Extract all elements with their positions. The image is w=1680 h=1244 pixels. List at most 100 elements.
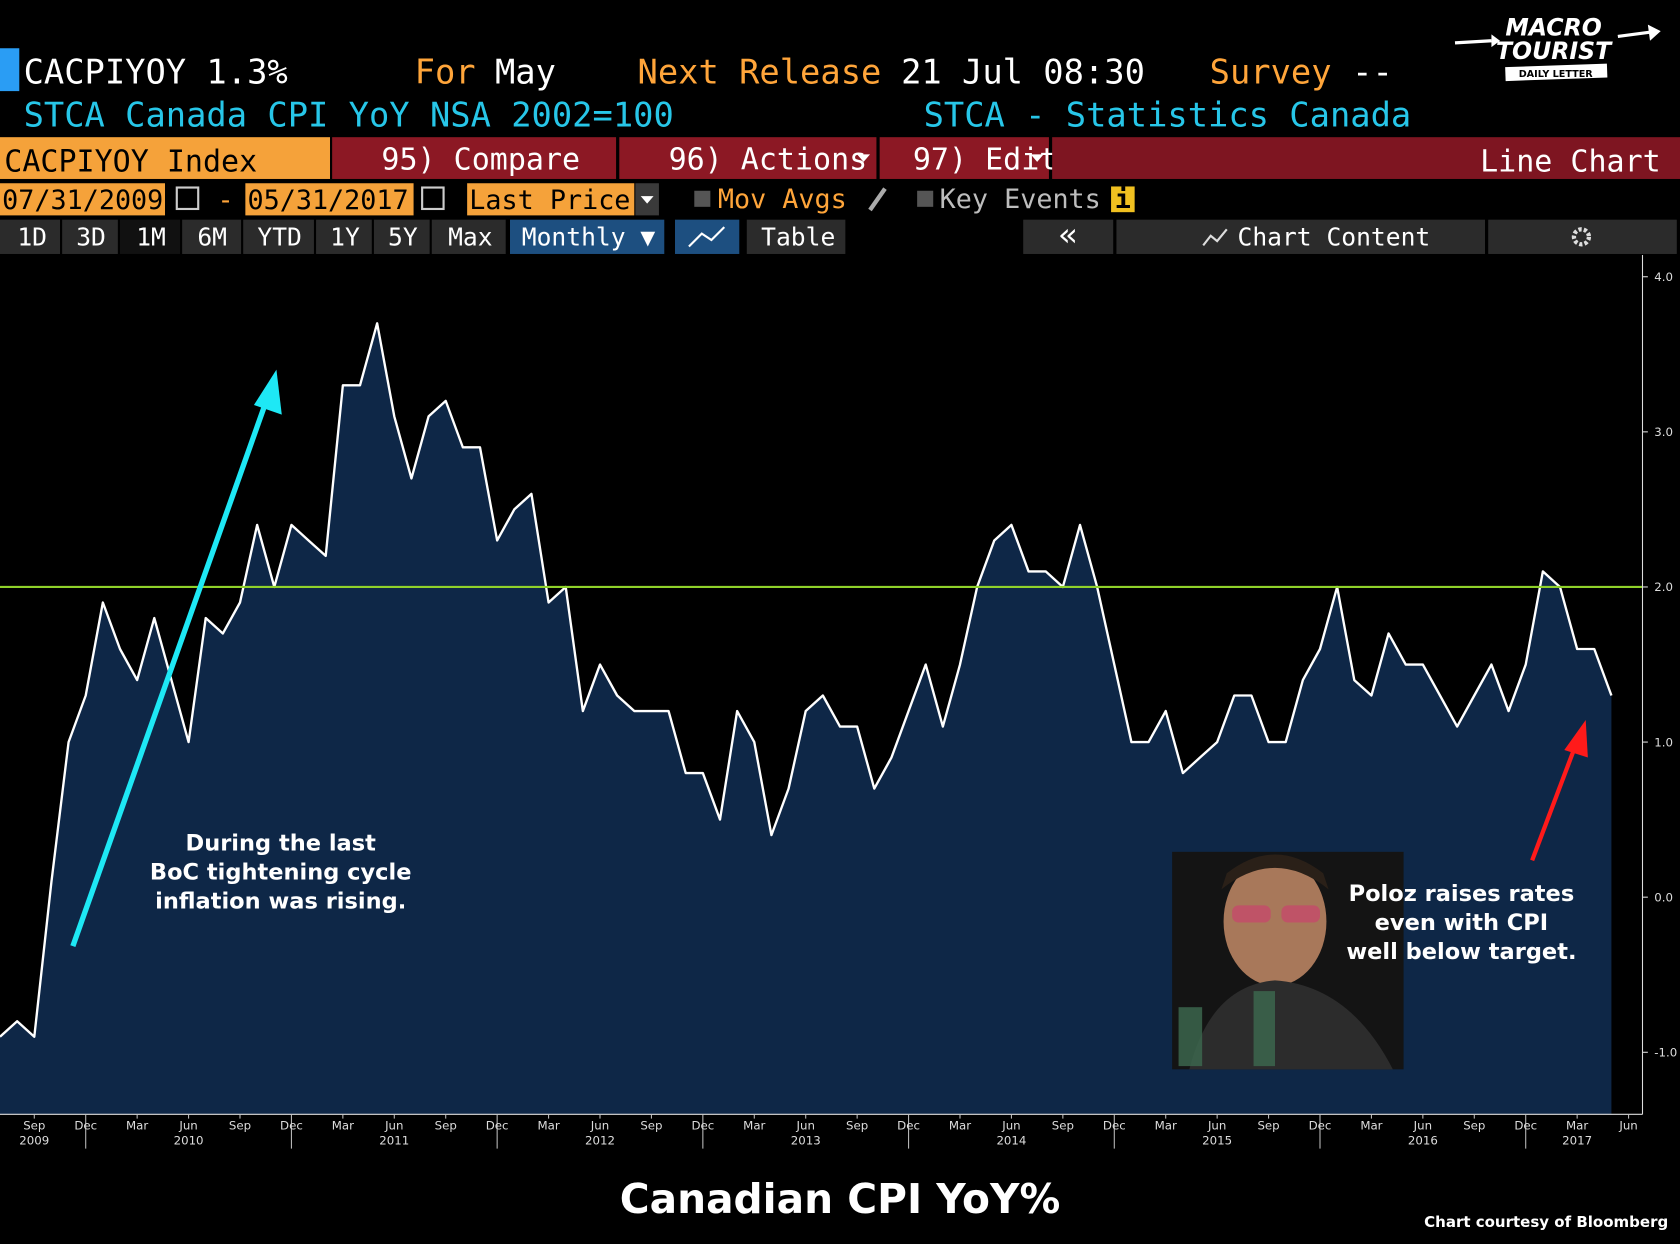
x-tick-label: Sep	[1463, 1118, 1485, 1132]
x-tick-label: Jun	[384, 1118, 403, 1132]
x-year-label: 2013	[791, 1133, 821, 1147]
period-button[interactable]	[182, 219, 242, 254]
info-icon[interactable]: i	[1115, 184, 1131, 215]
credit: Chart courtesy of Bloomberg	[1424, 1213, 1668, 1231]
period-button[interactable]	[0, 219, 60, 254]
start-date[interactable]: 07/31/2009	[2, 185, 163, 216]
logo-tagline: DAILY LETTER	[1519, 69, 1594, 80]
frequency-button[interactable]	[510, 219, 665, 254]
x-year-label: 2017	[1562, 1133, 1592, 1147]
period-label[interactable]: 1M	[136, 222, 166, 251]
edit-button[interactable]	[879, 137, 1049, 179]
photo-bottle	[1178, 1007, 1203, 1067]
photo-glasses	[1281, 905, 1320, 923]
start-date-box[interactable]	[0, 183, 165, 216]
x-year-label: 2016	[1408, 1133, 1438, 1147]
photo-bottle	[1253, 991, 1275, 1067]
annotation-text: Poloz raises rates	[1349, 881, 1575, 907]
edit-label[interactable]: 97) Edit	[913, 142, 1058, 177]
period-button[interactable]	[316, 219, 372, 254]
period-button[interactable]	[120, 219, 180, 254]
compare-button[interactable]	[332, 137, 617, 179]
x-tick-label: Mar	[332, 1118, 354, 1132]
info-box[interactable]	[1111, 186, 1135, 213]
mov-avgs-label[interactable]: Mov Avgs	[718, 184, 847, 215]
period-button[interactable]	[373, 219, 430, 254]
end-date-box[interactable]	[245, 183, 414, 216]
period-label[interactable]: 1D	[17, 222, 47, 251]
settings-button[interactable]	[1488, 219, 1677, 254]
x-tick-label: Jun	[1618, 1118, 1637, 1132]
period-label[interactable]: YTD	[257, 222, 301, 251]
ticker-marker	[0, 48, 20, 92]
table-label[interactable]: Table	[761, 222, 835, 251]
table-button[interactable]	[746, 219, 846, 254]
x-tick-label: Jun	[1001, 1118, 1020, 1132]
period-label[interactable]: 3D	[76, 222, 106, 251]
view-bar	[1052, 137, 1680, 179]
collapse-label[interactable]: «	[1059, 215, 1078, 253]
edit-dropdown-icon	[1030, 154, 1044, 162]
y-tick-label: 3.0	[1654, 425, 1673, 439]
x-year-label: 2009	[19, 1133, 49, 1147]
period-button[interactable]	[62, 219, 118, 254]
period-button[interactable]	[243, 219, 314, 254]
logo-arrow-left	[1454, 39, 1492, 45]
key-events-label[interactable]: Key Events	[940, 184, 1101, 215]
period-label[interactable]: Max	[448, 222, 492, 251]
period-button[interactable]	[431, 219, 506, 254]
x-tick-label: Mar	[1566, 1118, 1588, 1132]
field-label[interactable]: Last Price	[469, 185, 630, 216]
field-box[interactable]	[467, 183, 635, 216]
period-label[interactable]: 5Y	[388, 222, 418, 251]
x-year-label: 2011	[379, 1133, 409, 1147]
x-tick-label: Mar	[537, 1118, 559, 1132]
survey-value: --	[1352, 53, 1393, 92]
annotation-arrowhead	[1564, 720, 1588, 758]
period-label[interactable]: 6M	[197, 222, 227, 251]
calendar-icon[interactable]	[175, 186, 200, 211]
x-tick-label: Jun	[1413, 1118, 1432, 1132]
logo-arrowhead-right	[1647, 24, 1661, 41]
calendar-icon[interactable]	[421, 186, 445, 211]
x-tick-label: Mar	[126, 1118, 148, 1132]
photo-glasses	[1232, 905, 1271, 923]
key-events-checkbox[interactable]	[917, 190, 934, 207]
annotation-text: BoC tightening cycle	[150, 860, 412, 886]
x-tick-label: Dec	[691, 1118, 714, 1132]
collapse-button[interactable]	[1023, 219, 1114, 254]
compare-label[interactable]: 95) Compare	[381, 142, 580, 177]
photo-face	[1223, 857, 1327, 986]
logo-line2: TOURIST	[1496, 37, 1613, 65]
logo: MACRO TOURIST DAILY LETTER	[1454, 13, 1661, 82]
x-tick-label: Mar	[743, 1118, 765, 1132]
chart-content-label[interactable]: Chart Content	[1238, 222, 1431, 251]
period-label[interactable]: 1Y	[330, 222, 360, 251]
x-tick-label: Sep	[435, 1118, 457, 1132]
annotation-text: During the last	[186, 831, 377, 857]
x-tick-label: Mar	[1360, 1118, 1382, 1132]
security-box[interactable]	[0, 137, 330, 179]
mov-avgs-checkbox[interactable]	[694, 190, 711, 207]
frequency-label[interactable]: Monthly ▼	[522, 222, 656, 251]
actions-label[interactable]: 96) Actions	[669, 142, 868, 177]
x-tick-label: Dec	[1309, 1118, 1332, 1132]
chart-content-button[interactable]	[1116, 219, 1485, 254]
photo	[1172, 851, 1404, 1070]
view-label: Line Chart	[1480, 144, 1661, 179]
x-tick-label: Jun	[178, 1118, 197, 1132]
y-tick-label: 4.0	[1654, 270, 1673, 284]
actions-dropdown-icon	[857, 154, 870, 162]
photo-jacket	[1189, 980, 1393, 1070]
x-year-label: 2010	[174, 1133, 204, 1147]
security-field[interactable]: CACPIYOY Index	[4, 144, 257, 179]
end-date[interactable]: 05/31/2017	[247, 185, 408, 216]
settings-icon	[1571, 227, 1592, 247]
annotation-text: well below target.	[1346, 939, 1576, 965]
chart-content-icon	[1202, 228, 1228, 247]
x-tick-label: Sep	[1257, 1118, 1279, 1132]
pencil-icon[interactable]	[868, 187, 887, 212]
actions-button[interactable]	[619, 137, 877, 179]
x-tick-label: Mar	[1155, 1118, 1177, 1132]
